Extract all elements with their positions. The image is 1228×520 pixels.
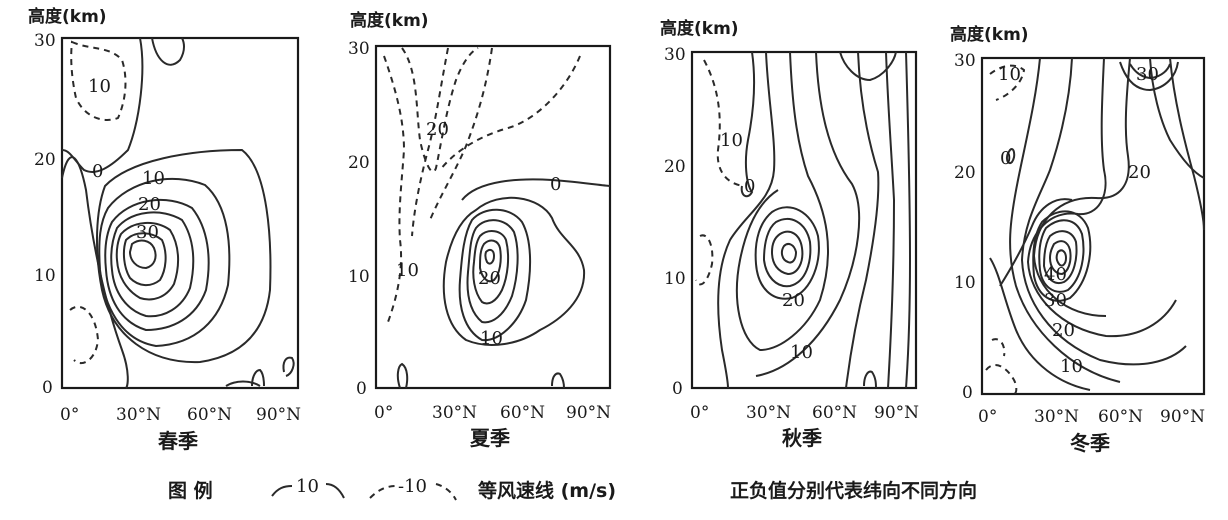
contour-label: 20 xyxy=(782,290,805,311)
x-tick: 0° xyxy=(374,403,393,423)
isotach-contours xyxy=(695,51,912,389)
x-tick: 30°N xyxy=(116,405,161,425)
season-label: 夏季 xyxy=(470,426,510,450)
x-tick: 60°N xyxy=(500,403,545,423)
x-tick: 60°N xyxy=(1098,407,1143,427)
legend-note: 正负值分别代表纬向不同方向 xyxy=(730,479,977,502)
y-tick: 20 xyxy=(664,157,686,177)
contour-label: 10 xyxy=(396,260,419,281)
legend-dashed-sample-value: -10 xyxy=(398,476,427,497)
contour-label: 20 xyxy=(138,194,161,215)
contour-label: 10 xyxy=(88,76,111,97)
x-tick: 0° xyxy=(60,405,79,425)
y-tick: 0 xyxy=(42,378,53,398)
contour-label: 20 xyxy=(1052,320,1075,341)
contour-label: 30 xyxy=(136,222,159,243)
y-axis-label: 高度(km) xyxy=(950,24,1029,45)
contour-label: 20 xyxy=(478,268,501,289)
x-tick: 90°N xyxy=(1160,407,1205,427)
contour-label: 20 xyxy=(1128,162,1151,183)
y-tick: 10 xyxy=(348,267,370,287)
y-tick: 0 xyxy=(962,383,973,403)
legend-description: 等风速线 (m/s) xyxy=(477,479,616,502)
legend-solid-sample-value: 10 xyxy=(296,476,319,497)
panel-frame xyxy=(60,36,300,390)
contour-label: 10 xyxy=(142,168,165,189)
x-tick: 60°N xyxy=(812,403,857,423)
panel-winter: 高度(km) 30 20 10 0 0° 30°N 60°N 90°N 冬季 xyxy=(950,24,1205,455)
y-tick: 20 xyxy=(34,150,56,170)
panel-frame xyxy=(980,56,1206,396)
season-label: 秋季 xyxy=(782,426,822,450)
contour-label: 10 xyxy=(480,328,503,349)
y-axis-label: 高度(km) xyxy=(28,6,107,27)
contour-label: 30 xyxy=(1136,64,1159,85)
y-tick: 10 xyxy=(34,266,56,286)
legend-solid-line-left xyxy=(271,485,293,497)
y-tick: 0 xyxy=(356,379,367,399)
x-tick: 60°N xyxy=(187,405,232,425)
y-tick: 30 xyxy=(348,39,370,59)
x-tick: 0° xyxy=(690,403,709,423)
panel-autumn: 高度(km) 30 20 10 0 0° 30°N 60°N 90°N 秋季 1 xyxy=(660,18,919,450)
contour-label: 10 xyxy=(998,64,1021,85)
y-tick: 20 xyxy=(954,163,976,183)
legend-dashed-line-right xyxy=(435,483,457,501)
season-label: 春季 xyxy=(157,429,198,453)
contour-label: 10 xyxy=(790,342,813,363)
isotach-contours xyxy=(383,47,611,389)
legend-solid-line-right xyxy=(325,483,345,499)
season-label: 冬季 xyxy=(1070,431,1110,455)
x-tick: 0° xyxy=(978,407,997,427)
y-axis-label: 高度(km) xyxy=(660,18,739,39)
x-tick: 30°N xyxy=(1034,407,1079,427)
legend-title: 图 例 xyxy=(168,479,213,502)
panel-spring: 高度(km) 30 20 10 0 0° 30°N 60°N 90°N 春季 1 xyxy=(28,6,301,453)
contour-label: 10 xyxy=(1060,356,1083,377)
y-tick: 10 xyxy=(954,273,976,293)
panel-frame xyxy=(374,44,612,390)
contour-label: 10 xyxy=(720,130,743,151)
panel-frame xyxy=(690,50,918,390)
x-tick: 30°N xyxy=(746,403,791,423)
contour-label: 30 xyxy=(1044,290,1067,311)
isotach-contours xyxy=(61,37,295,389)
contour-label: 0 xyxy=(1000,148,1011,169)
y-tick: 30 xyxy=(34,31,56,51)
isotach-contours xyxy=(985,57,1205,395)
y-axis-label: 高度(km) xyxy=(350,10,429,31)
contour-label: 0 xyxy=(92,161,103,182)
x-tick: 90°N xyxy=(256,405,301,425)
x-tick: 30°N xyxy=(432,403,477,423)
y-tick: 10 xyxy=(664,269,686,289)
x-tick: 90°N xyxy=(566,403,611,423)
panel-summer: 高度(km) 30 20 10 0 0° 30°N 60°N 90°N 夏季 2… xyxy=(348,10,611,450)
y-tick: 20 xyxy=(348,153,370,173)
y-tick: 30 xyxy=(954,51,976,71)
contour-label: 40 xyxy=(1044,264,1067,285)
y-tick: 0 xyxy=(672,379,683,399)
legend-dashed-line-left xyxy=(369,485,397,499)
y-tick: 30 xyxy=(664,45,686,65)
contour-label: 0 xyxy=(550,174,561,195)
legend: 图 例 10 -10 等风速线 (m/s) 正负值分别代表纬向不同方向 xyxy=(168,476,977,502)
x-tick: 90°N xyxy=(874,403,919,423)
contour-label: 0 xyxy=(744,176,755,197)
contour-label: 20 xyxy=(426,119,449,140)
